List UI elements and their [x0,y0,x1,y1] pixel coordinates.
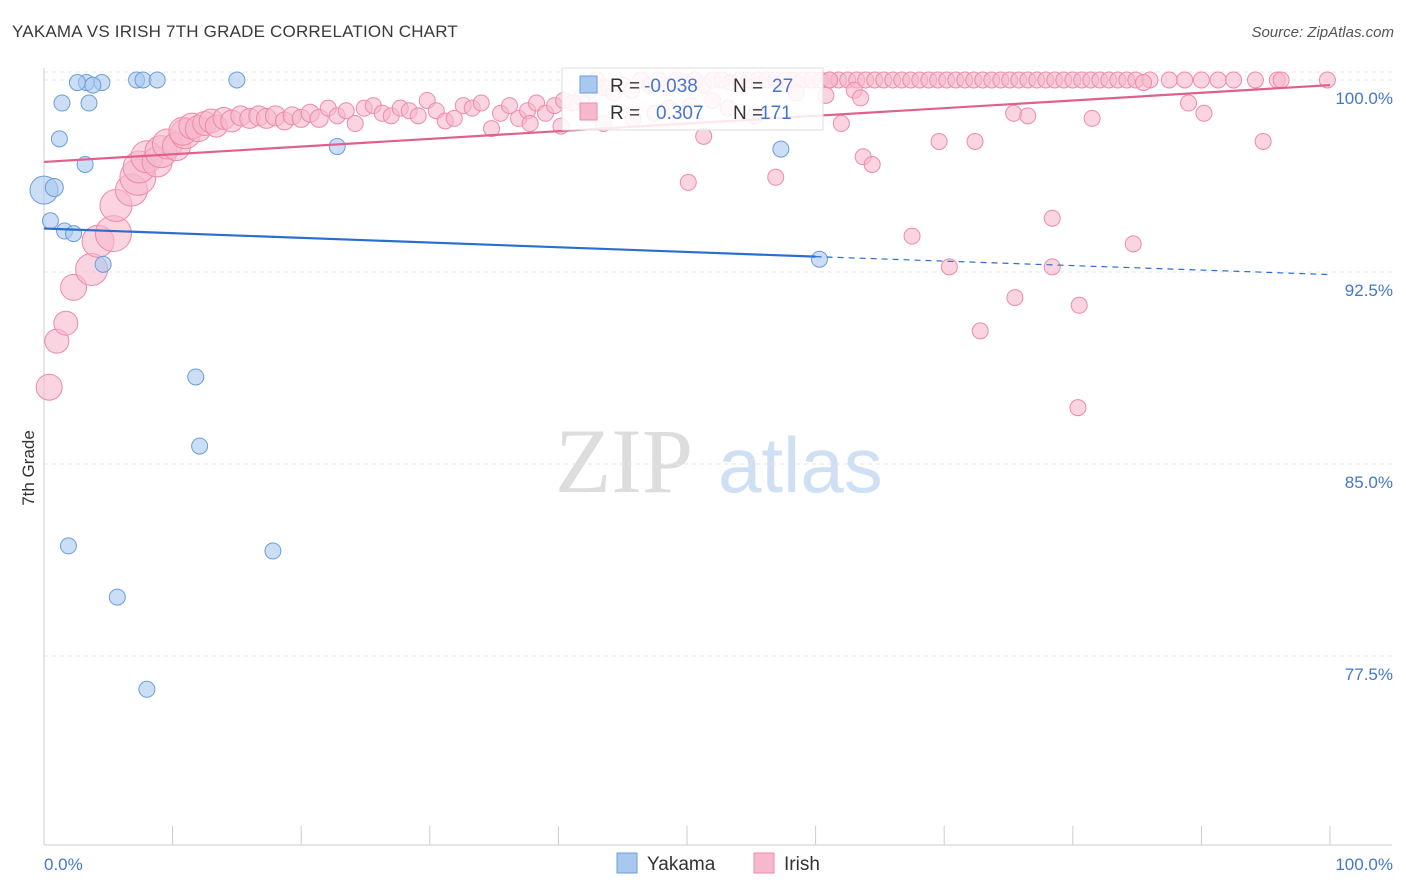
legend: Yakama Irish [616,852,820,875]
legend-label-irish: Irish [784,854,820,875]
irish-point [1124,235,1142,253]
irish-point [346,115,364,133]
watermark-zip: ZIP [555,410,693,512]
yakama-point [41,212,59,230]
irish-point [445,109,463,127]
irish-point [1005,104,1023,122]
yakama-point [187,368,205,386]
yakama-point [134,71,152,89]
x-tick-label: 0.0% [44,855,83,874]
stats-n-label-irish: N = [733,103,763,124]
yakama-point [328,138,346,156]
stats-n-value-irish: 171 [760,103,792,124]
legend-swatch-yakama [616,852,638,874]
irish-point [767,168,785,186]
irish-point [337,102,355,120]
stats-swatch-yakama [579,75,598,94]
yakama-point [191,437,209,455]
stats-n-value-yakama: 27 [772,76,793,97]
irish-point [1318,71,1336,89]
y-tick-label: 100.0% [1335,89,1393,108]
yakama-point [53,94,71,112]
irish-point [1135,74,1153,92]
irish-point [472,94,490,112]
chart-title: YAKAMA VS IRISH 7TH GRADE CORRELATION CH… [12,22,458,41]
yakama-point [84,76,102,94]
yakama-point [44,178,64,198]
watermark-atlas: atlas [718,421,883,509]
irish-point [1043,258,1061,276]
irish-point [1192,71,1210,89]
stats-n-label-yakama: N = [733,76,763,97]
irish-point [1209,71,1227,89]
irish-point [1019,107,1037,125]
irish-point [521,115,539,133]
irish-point [53,310,79,336]
irish-point [971,322,989,340]
irish-point [852,89,870,107]
legend-label-yakama: Yakama [647,854,716,875]
yakama-point [138,680,156,698]
yakama-points [29,71,828,698]
irish-point [1176,71,1194,89]
irish-point [409,107,427,125]
stats-r-value-yakama: -0.038 [644,76,698,97]
yakama-point [264,542,282,560]
yakama-point [94,255,112,273]
stats-box: R = -0.038 N = 27 R = 0.307 N = 171 [561,67,824,131]
irish-point [1083,109,1101,127]
yakama-point [59,537,77,555]
irish-point [940,258,958,276]
stats-r-label-yakama: R = [610,76,640,97]
yakama-trend-line [43,227,816,258]
irish-point [1160,71,1178,89]
irish-point [1195,104,1213,122]
yakama-trend-extension [815,256,1331,276]
stats-box-frame [561,67,824,131]
stats-r-label-irish: R = [610,103,640,124]
legend-swatch-irish [753,852,775,874]
yakama-point [68,74,86,92]
irish-point [1225,71,1243,89]
y-tick-label: 77.5% [1345,665,1393,684]
y-tick-label: 92.5% [1345,281,1393,300]
irish-point [1070,296,1088,314]
irish-point [821,71,839,89]
irish-point [863,155,881,173]
irish-point [930,132,948,150]
yakama-point [108,588,126,606]
stats-swatch-irish [579,102,598,121]
source-credit: Source: ZipAtlas.com [1251,24,1394,41]
yakama-point [80,94,98,112]
y-tick-label: 85.0% [1345,473,1393,492]
irish-point [501,97,519,115]
irish-point [1254,132,1272,150]
irish-point [1272,71,1290,89]
irish-point [1006,289,1024,307]
zipatlas-watermark: ZIP atlas [555,410,883,512]
irish-point [1180,94,1198,112]
yakama-point [65,225,83,243]
yakama-point [148,71,166,89]
irish-point [35,373,63,401]
irish-point [695,127,713,145]
irish-point [483,120,501,138]
irish-point [832,115,850,133]
irish-point [966,132,984,150]
irish-point [1043,209,1061,227]
irish-point [1069,399,1087,417]
irish-point [679,173,697,191]
yakama-point [810,250,828,268]
x-tick-label: 100.0% [1335,855,1393,874]
stats-r-value-irish: 0.307 [656,103,704,124]
irish-point [1246,71,1264,89]
grid-lines: 100.0% 92.5% 85.0% 77.5% [44,71,1393,684]
irish-point [903,227,921,245]
yakama-point [228,71,246,89]
yakama-point [772,140,790,158]
yakama-point [50,130,68,148]
y-axis-label: 7th Grade [19,430,38,506]
